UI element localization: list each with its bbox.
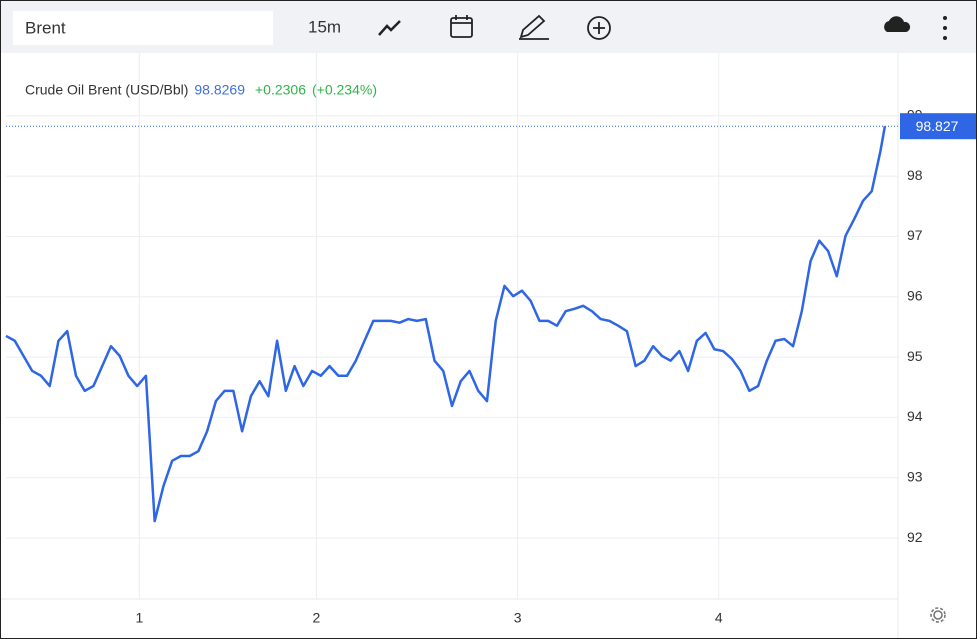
symbol: Brent bbox=[25, 18, 66, 37]
y-tick-label: 93 bbox=[907, 468, 923, 484]
draw-icon[interactable] bbox=[519, 14, 549, 40]
calendar-icon[interactable] bbox=[450, 15, 473, 38]
menu-icon[interactable] bbox=[943, 16, 947, 40]
last-price: 98.8269 bbox=[194, 82, 245, 98]
y-tick-label: 98 bbox=[907, 167, 923, 183]
y-tick-label: 97 bbox=[907, 227, 923, 243]
y-tick-label: 92 bbox=[907, 529, 923, 545]
download-icon[interactable] bbox=[884, 16, 911, 32]
change-percent: (+0.234%) bbox=[312, 82, 377, 98]
y-tick-label: 94 bbox=[907, 408, 923, 424]
x-tick-label: 4 bbox=[715, 610, 723, 626]
chart-type-icon[interactable] bbox=[378, 20, 401, 36]
price-box bbox=[900, 113, 976, 140]
settings-icon[interactable] bbox=[930, 607, 946, 623]
x-tick-label: 3 bbox=[514, 610, 522, 626]
interval[interactable]: 15m bbox=[308, 17, 341, 36]
y-tick-label: 96 bbox=[907, 287, 923, 303]
chart-title: Crude Oil Brent (USD/Bbl) bbox=[25, 82, 188, 98]
price-line bbox=[5, 125, 887, 523]
plot bbox=[5, 53, 898, 599]
y-tick-label: 95 bbox=[907, 348, 923, 364]
add-icon[interactable] bbox=[587, 16, 611, 40]
symbol-input[interactable] bbox=[13, 11, 273, 45]
price-label: 98.827 bbox=[916, 118, 959, 134]
change: +0.2306 bbox=[255, 82, 306, 98]
x-tick-label: 2 bbox=[313, 610, 321, 626]
x-tick-label: 1 bbox=[135, 610, 143, 626]
